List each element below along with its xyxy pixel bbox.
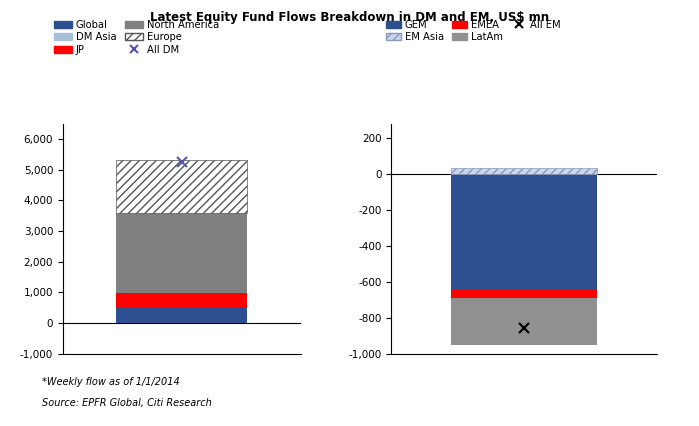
Bar bbox=[116, 160, 247, 213]
Legend: Global, DM Asia, JP, North America, Europe, All DM: Global, DM Asia, JP, North America, Euro… bbox=[54, 20, 219, 55]
Legend: GEM, EM Asia, EMEA, LatAm, All EM: GEM, EM Asia, EMEA, LatAm, All EM bbox=[386, 20, 561, 43]
Bar bbox=[116, 293, 247, 308]
Bar bbox=[116, 213, 247, 293]
Text: Source: EPFR Global, Citi Research: Source: EPFR Global, Citi Research bbox=[42, 398, 212, 408]
Text: Latest Equity Fund Flows Breakdown in DM and EM, US$ mn: Latest Equity Fund Flows Breakdown in DM… bbox=[150, 11, 549, 24]
Bar bbox=[452, 174, 597, 289]
Text: *Weekly flow as of 1/1/2014: *Weekly flow as of 1/1/2014 bbox=[42, 377, 180, 387]
Bar bbox=[452, 298, 597, 345]
Bar bbox=[452, 289, 597, 298]
Bar bbox=[452, 168, 597, 174]
Bar bbox=[116, 308, 247, 323]
